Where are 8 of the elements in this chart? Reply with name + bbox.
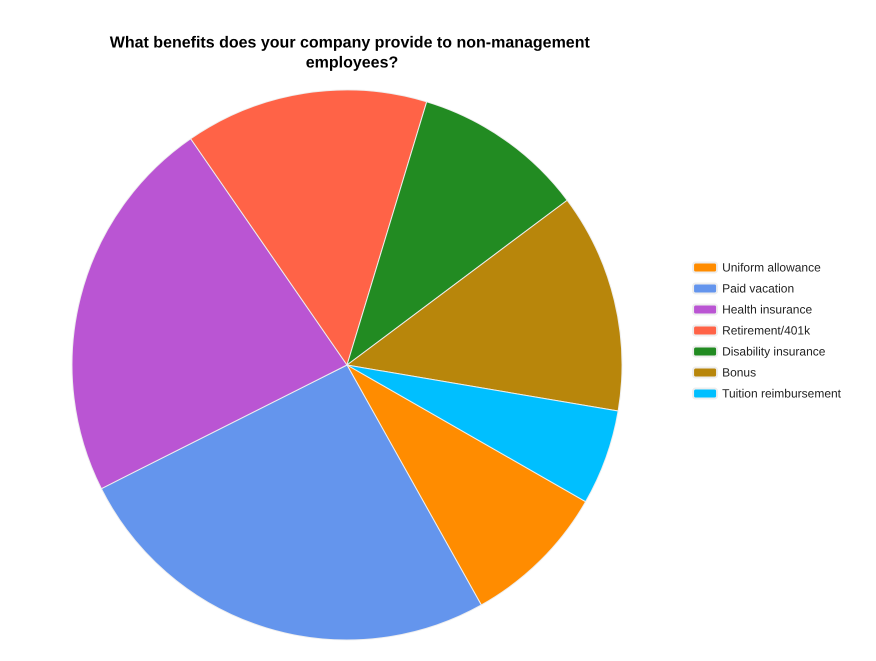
legend-label: Retirement/401k [722,324,812,338]
legend-label: Paid vacation [722,282,794,296]
chart-title: What benefits does your company provide to non-management employees? [110,34,594,72]
legend-label: Tuition reimbursement [722,386,842,400]
legend-label: Health insurance [722,302,812,316]
legend-label: Disability insurance [722,344,826,358]
legend-label: Bonus [722,366,756,380]
legend-label: Uniform allowance [722,260,822,274]
